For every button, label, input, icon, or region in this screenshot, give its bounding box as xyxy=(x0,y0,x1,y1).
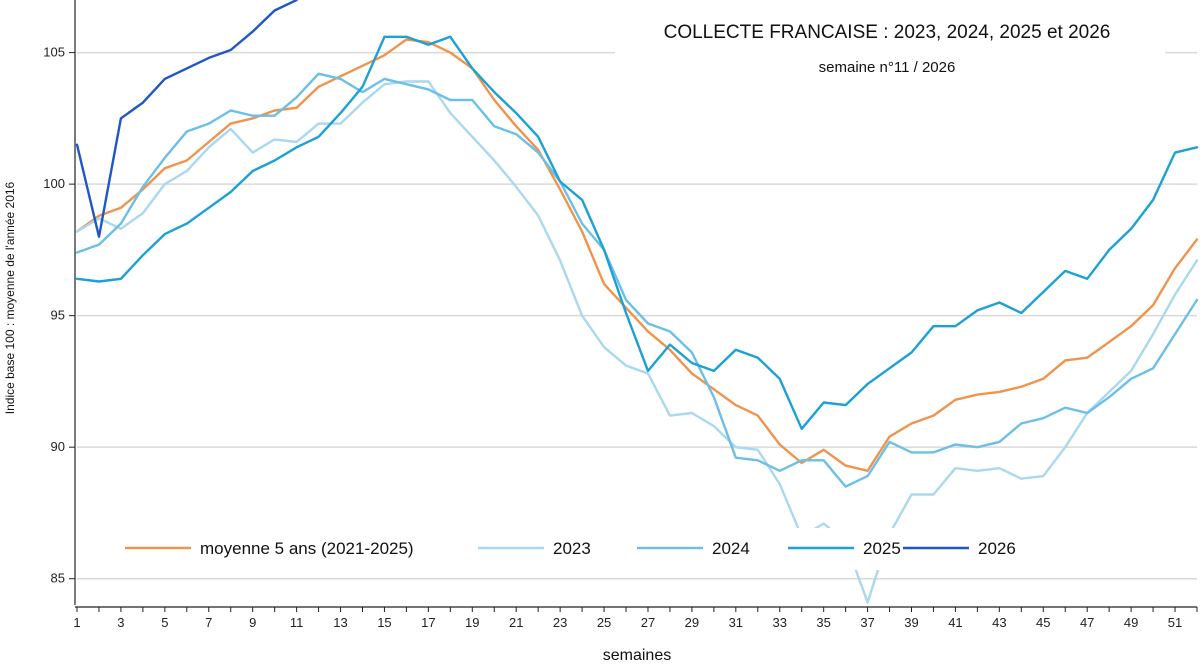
legend-label: moyenne 5 ans (2021-2025) xyxy=(200,539,414,558)
x-tick-label: 21 xyxy=(509,615,523,630)
legend-label: 2023 xyxy=(553,539,591,558)
x-tick-label: 49 xyxy=(1124,615,1138,630)
x-tick-label: 5 xyxy=(161,615,168,630)
series-line-2025 xyxy=(75,35,1199,430)
x-tick-label: 47 xyxy=(1080,615,1094,630)
x-tick-label: 1 xyxy=(73,615,80,630)
series-line-2026 xyxy=(75,0,298,238)
legend-background xyxy=(112,528,1042,570)
legend-label: 2025 xyxy=(863,539,901,558)
y-tick-label: 90 xyxy=(51,439,65,454)
x-axis-label: semaines xyxy=(603,647,671,664)
y-axis-label: Indice base 100 : moyenne de l'année 201… xyxy=(3,181,17,414)
legend-label: 2024 xyxy=(712,539,750,558)
x-tick-label: 17 xyxy=(421,615,435,630)
x-tick-label: 19 xyxy=(465,615,479,630)
y-tick-label: 95 xyxy=(51,308,65,323)
x-tick-label: 29 xyxy=(685,615,699,630)
x-tick-label: 41 xyxy=(948,615,962,630)
x-axis: 1 3 5 7 9 11 13 15 17 19 21 23 25 27 29 31 33 35 37 39 41 43 4… xyxy=(73,606,1198,630)
x-tick-label: 33 xyxy=(773,615,787,630)
x-tick-label: 27 xyxy=(641,615,655,630)
y-tick-label: 105 xyxy=(43,45,65,60)
x-tick-label: 7 xyxy=(205,615,212,630)
x-tick-label: 31 xyxy=(729,615,743,630)
x-tick-label: 35 xyxy=(816,615,830,630)
y-tick-label: 100 xyxy=(43,176,65,191)
x-tick-label: 45 xyxy=(1036,615,1050,630)
chart-subtitle: semaine n°11 / 2026 xyxy=(819,59,956,76)
x-tick-label: 15 xyxy=(377,615,391,630)
x-tick-label: 9 xyxy=(249,615,256,630)
x-tick-label: 11 xyxy=(290,615,304,630)
y-tick-label: 85 xyxy=(51,571,65,586)
grid xyxy=(77,51,1197,580)
legend: moyenne 5 ans (2021-2025) 2023 2024 2025 202… xyxy=(112,528,1042,570)
x-tick-label: 43 xyxy=(992,615,1006,630)
x-tick-label: 37 xyxy=(860,615,874,630)
chart-title: COLLECTE FRANCAISE : 2023, 2024, 2025 et… xyxy=(664,22,1111,43)
x-tick-label: 51 xyxy=(1168,615,1182,630)
x-tick-label: 25 xyxy=(597,615,611,630)
series-line-2023 xyxy=(75,80,1199,604)
x-tick-label: 3 xyxy=(117,615,124,630)
title-background xyxy=(615,10,1165,88)
series-line-2024 xyxy=(75,72,1199,488)
series-group xyxy=(75,0,1199,604)
series-line-moyenne xyxy=(75,38,1199,472)
x-tick-label: 13 xyxy=(333,615,347,630)
x-tick-label: 39 xyxy=(904,615,918,630)
legend-label: 2026 xyxy=(978,539,1016,558)
y-axis: 85 90 95 100 105 xyxy=(43,0,76,605)
x-tick-label: 23 xyxy=(553,615,567,630)
